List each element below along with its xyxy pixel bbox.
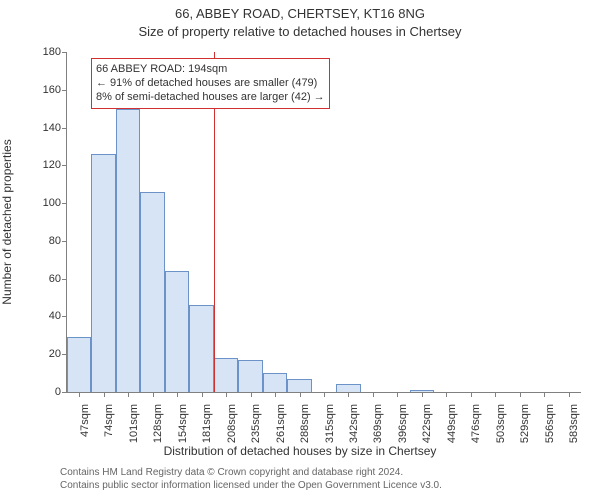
xtick-mark bbox=[300, 392, 301, 397]
xtick-mark bbox=[520, 392, 521, 397]
annotation-line: 8% of semi-detached houses are larger (4… bbox=[96, 91, 325, 105]
x-axis-label: Distribution of detached houses by size … bbox=[0, 444, 600, 458]
histogram-bar bbox=[140, 192, 164, 392]
xtick-mark bbox=[324, 392, 325, 397]
histogram-bar bbox=[214, 358, 238, 392]
xtick-mark bbox=[471, 392, 472, 397]
xtick-mark bbox=[153, 392, 154, 397]
histogram-bar bbox=[263, 373, 287, 392]
footer-attribution: Contains HM Land Registry data © Crown c… bbox=[60, 466, 442, 492]
xtick-label: 154sqm bbox=[177, 404, 189, 443]
xtick-label: 529sqm bbox=[519, 404, 531, 443]
xtick-mark bbox=[104, 392, 105, 397]
page-title-line1: 66, ABBEY ROAD, CHERTSEY, KT16 8NG bbox=[0, 6, 600, 21]
xtick-mark bbox=[446, 392, 447, 397]
histogram-bar bbox=[67, 337, 91, 392]
xtick-mark bbox=[177, 392, 178, 397]
histogram-bar bbox=[189, 305, 213, 392]
ytick-label: 140 bbox=[43, 122, 67, 134]
ytick-label: 60 bbox=[49, 273, 67, 285]
xtick-label: 101sqm bbox=[128, 404, 140, 443]
histogram-bar bbox=[336, 384, 360, 392]
xtick-mark bbox=[226, 392, 227, 397]
histogram-bar bbox=[116, 109, 140, 392]
ytick-label: 0 bbox=[55, 386, 67, 398]
xtick-label: 583sqm bbox=[568, 404, 580, 443]
xtick-label: 476sqm bbox=[470, 404, 482, 443]
ytick-label: 40 bbox=[49, 310, 67, 322]
xtick-label: 342sqm bbox=[348, 404, 360, 443]
xtick-label: 315sqm bbox=[324, 404, 336, 443]
xtick-label: 74sqm bbox=[103, 404, 115, 437]
ytick-label: 80 bbox=[49, 235, 67, 247]
ytick-label: 120 bbox=[43, 159, 67, 171]
xtick-mark bbox=[79, 392, 80, 397]
xtick-mark bbox=[373, 392, 374, 397]
histogram-bar bbox=[287, 379, 311, 392]
ytick-label: 20 bbox=[49, 348, 67, 360]
xtick-label: 396sqm bbox=[397, 404, 409, 443]
xtick-label: 208sqm bbox=[226, 404, 238, 443]
xtick-label: 47sqm bbox=[79, 404, 91, 437]
xtick-mark bbox=[422, 392, 423, 397]
xtick-label: 128sqm bbox=[152, 404, 164, 443]
annotation-line: ← 91% of detached houses are smaller (47… bbox=[96, 77, 325, 91]
xtick-mark bbox=[275, 392, 276, 397]
xtick-label: 235sqm bbox=[250, 404, 262, 443]
footer-line1: Contains HM Land Registry data © Crown c… bbox=[60, 466, 442, 479]
histogram-bar bbox=[238, 360, 262, 392]
xtick-mark bbox=[251, 392, 252, 397]
xtick-label: 556sqm bbox=[544, 404, 556, 443]
xtick-label: 449sqm bbox=[446, 404, 458, 443]
xtick-mark bbox=[495, 392, 496, 397]
ytick-label: 160 bbox=[43, 84, 67, 96]
xtick-label: 261sqm bbox=[275, 404, 287, 443]
xtick-label: 288sqm bbox=[299, 404, 311, 443]
xtick-mark bbox=[202, 392, 203, 397]
page-title-line2: Size of property relative to detached ho… bbox=[0, 24, 600, 39]
histogram-bar bbox=[165, 271, 189, 392]
xtick-label: 422sqm bbox=[421, 404, 433, 443]
xtick-mark bbox=[569, 392, 570, 397]
histogram-plot: 02040608010012014016018047sqm74sqm101sqm… bbox=[66, 52, 581, 393]
xtick-mark bbox=[348, 392, 349, 397]
xtick-label: 181sqm bbox=[201, 404, 213, 443]
y-axis-label: Number of detached properties bbox=[0, 139, 14, 304]
xtick-mark bbox=[128, 392, 129, 397]
footer-line2: Contains public sector information licen… bbox=[60, 479, 442, 492]
ytick-label: 180 bbox=[43, 46, 67, 58]
xtick-label: 369sqm bbox=[372, 404, 384, 443]
xtick-mark bbox=[544, 392, 545, 397]
xtick-mark bbox=[397, 392, 398, 397]
annotation-line: 66 ABBEY ROAD: 194sqm bbox=[96, 63, 325, 77]
ytick-label: 100 bbox=[43, 197, 67, 209]
xtick-label: 503sqm bbox=[495, 404, 507, 443]
annotation-box: 66 ABBEY ROAD: 194sqm← 91% of detached h… bbox=[91, 58, 330, 109]
histogram-bar bbox=[91, 154, 115, 392]
